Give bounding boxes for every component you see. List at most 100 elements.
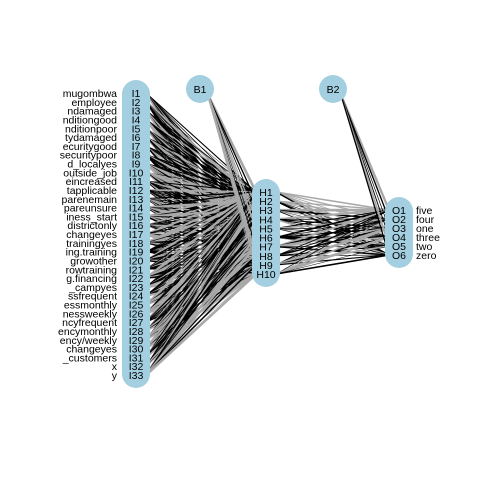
hidden-node-label: H2 bbox=[259, 196, 273, 208]
hidden-node-label: H7 bbox=[259, 242, 273, 254]
edge-input-hidden bbox=[145, 219, 257, 376]
edge-input-hidden bbox=[145, 191, 257, 332]
input-variable-label: tydamaged bbox=[65, 132, 117, 144]
input-variable-label: x bbox=[112, 361, 118, 373]
input-node-label: I33 bbox=[129, 370, 144, 382]
bias-node-label: B1 bbox=[194, 84, 207, 96]
output-node-label: O4 bbox=[392, 232, 406, 244]
input-node-label: I15 bbox=[129, 211, 144, 223]
edge-input-hidden bbox=[145, 191, 257, 323]
input-node-label: I6 bbox=[132, 132, 141, 144]
input-variable-label: pareunsure bbox=[64, 203, 117, 215]
input-node-label: I32 bbox=[129, 361, 144, 373]
input-node-label: I25 bbox=[129, 300, 144, 312]
hidden-node-label: H4 bbox=[259, 214, 273, 226]
input-node-label: I29 bbox=[129, 335, 144, 347]
output-variable-label: three bbox=[416, 232, 440, 244]
connection-edges bbox=[144, 92, 391, 377]
output-node-label: O6 bbox=[392, 250, 406, 262]
input-variable-label: securitypoor bbox=[60, 150, 118, 162]
edge-input-hidden bbox=[145, 191, 257, 288]
edge-hidden-output bbox=[275, 200, 390, 211]
edge-hidden-output bbox=[275, 208, 390, 221]
hidden-node-label: H10 bbox=[256, 269, 275, 281]
input-node-label: I21 bbox=[129, 264, 144, 276]
input-node-label: I14 bbox=[129, 203, 144, 215]
output-variable-label: two bbox=[416, 241, 433, 253]
output-node-label: O5 bbox=[392, 241, 406, 253]
hidden-node-label: H1 bbox=[259, 187, 273, 199]
input-variable-label: ncyfrequent bbox=[62, 317, 117, 329]
input-node-label: I9 bbox=[132, 159, 141, 171]
output-variable-label: four bbox=[416, 214, 435, 226]
hidden-node-label: H9 bbox=[259, 260, 273, 272]
input-variable-label: districtonly bbox=[67, 220, 117, 232]
edge-input-hidden bbox=[145, 191, 257, 296]
input-variable-label: encymonthly bbox=[58, 326, 118, 338]
network-nodes: I1I2I3I4I5I6I7I8I9I10I11I12I13I14I15I16I… bbox=[122, 75, 413, 388]
output-variable-label: one bbox=[416, 223, 434, 235]
output-node-label: O3 bbox=[392, 223, 406, 235]
output-variable-label: zero bbox=[416, 250, 437, 262]
input-node-label: I28 bbox=[129, 326, 144, 338]
input-node-label: I16 bbox=[129, 220, 144, 232]
bias-node bbox=[186, 75, 214, 103]
input-variable-label: ency/weekly bbox=[60, 335, 118, 347]
edge-hidden-output bbox=[275, 235, 390, 276]
input-variable-label: nessweekly bbox=[63, 308, 118, 320]
input-node-label: I22 bbox=[129, 273, 144, 285]
output-variable-label: five bbox=[416, 205, 433, 217]
input-node-label: I23 bbox=[129, 282, 144, 294]
edge-hidden-output bbox=[275, 209, 390, 239]
edge-input-hidden bbox=[145, 145, 257, 193]
input-variable-label: growother bbox=[70, 255, 117, 267]
edge-input-hidden bbox=[145, 163, 257, 193]
hidden-node-label: H8 bbox=[259, 251, 273, 263]
edge-hidden-output bbox=[275, 209, 390, 229]
input-variable-label: d_localyes bbox=[67, 159, 117, 171]
variable-labels: mugombwaemployeendamagednditiongoodnditi… bbox=[58, 88, 440, 382]
input-node-label: I17 bbox=[129, 229, 144, 241]
input-node-label: I18 bbox=[129, 238, 144, 250]
output-layer-node bbox=[385, 197, 413, 268]
input-node-label: I30 bbox=[129, 344, 144, 356]
input-node-label: I20 bbox=[129, 255, 144, 267]
input-variable-label: ing.training bbox=[66, 247, 118, 259]
hidden-node-label: H6 bbox=[259, 233, 273, 245]
input-variable-label: outside_job bbox=[63, 167, 117, 179]
edge-input-hidden bbox=[145, 191, 257, 367]
input-node-label: I27 bbox=[129, 317, 144, 329]
edge-input-hidden bbox=[145, 209, 257, 376]
input-node-label: I2 bbox=[132, 97, 141, 109]
input-node-label: I4 bbox=[132, 114, 141, 126]
edge-hidden-output bbox=[275, 227, 390, 275]
edge-hidden-output bbox=[275, 245, 390, 275]
input-variable-label: changeyes bbox=[66, 344, 117, 356]
input-variable-label: essmonthly bbox=[64, 300, 118, 312]
edge-hidden-output bbox=[275, 209, 390, 275]
edge-input-hidden bbox=[145, 191, 257, 349]
input-variable-label: tapplicable bbox=[67, 185, 117, 197]
input-variable-label: rowtraining bbox=[66, 264, 118, 276]
bias-node-label: B2 bbox=[327, 84, 340, 96]
edge-input-hidden bbox=[145, 245, 257, 376]
input-variable-label: _campyes bbox=[68, 282, 117, 294]
input-node-label: I3 bbox=[132, 106, 141, 118]
hidden-node-label: H3 bbox=[259, 205, 273, 217]
input-node-label: I10 bbox=[129, 167, 144, 179]
input-node-label: I7 bbox=[132, 141, 141, 153]
input-node-label: I31 bbox=[129, 352, 144, 364]
edge-input-hidden bbox=[145, 255, 257, 376]
input-variable-label: ssfrequent bbox=[68, 291, 117, 303]
input-variable-label: nditiongood bbox=[63, 114, 117, 126]
edge-hidden-output bbox=[275, 254, 390, 275]
edge-input-hidden bbox=[145, 272, 257, 377]
edge-hidden-output bbox=[275, 209, 390, 248]
input-node-label: I24 bbox=[129, 291, 144, 303]
input-node-label: I11 bbox=[129, 176, 143, 188]
input-variable-label: employee bbox=[71, 97, 117, 109]
input-node-label: I26 bbox=[129, 308, 144, 320]
edge-input-hidden bbox=[145, 180, 257, 193]
